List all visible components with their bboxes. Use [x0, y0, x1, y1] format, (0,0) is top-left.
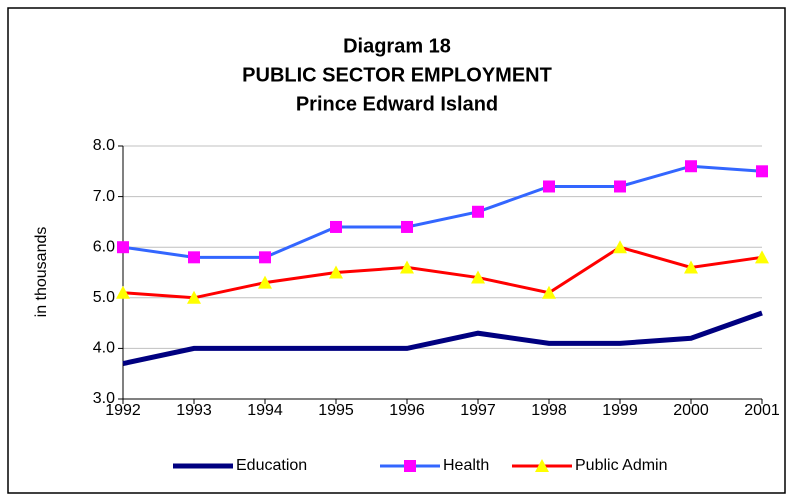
data-marker — [685, 160, 697, 173]
legend-label: Education — [236, 457, 307, 474]
data-marker — [400, 260, 414, 274]
legend-label: Public Admin — [575, 457, 668, 474]
y-tick-label: 4.0 — [93, 340, 115, 357]
data-marker — [116, 285, 130, 299]
chart-title: Prince Edward Island — [296, 93, 498, 115]
data-marker — [472, 205, 484, 218]
x-tick-label: 1995 — [318, 402, 354, 419]
x-tick-label: 1992 — [105, 402, 141, 419]
x-tick-label: 1994 — [247, 402, 283, 419]
chart-title: Diagram 18 — [343, 35, 451, 57]
data-marker — [401, 220, 413, 233]
x-tick-label: 1998 — [531, 402, 567, 419]
data-marker — [330, 220, 342, 233]
data-marker — [117, 241, 129, 254]
data-marker — [756, 165, 768, 178]
legend-marker — [535, 459, 549, 472]
x-tick-label: 1996 — [389, 402, 425, 419]
data-marker — [188, 251, 200, 264]
data-marker — [187, 290, 201, 304]
y-axis-label: in thousands — [33, 227, 50, 318]
data-marker — [258, 275, 272, 289]
series-line — [122, 245, 763, 300]
data-marker — [543, 180, 555, 193]
x-tick-label: 2000 — [673, 402, 709, 419]
y-tick-label: 7.0 — [93, 188, 115, 205]
data-marker — [329, 265, 343, 279]
y-tick-label: 3.0 — [93, 390, 115, 407]
y-tick-label: 5.0 — [93, 289, 115, 306]
data-marker — [259, 251, 271, 264]
data-marker — [613, 240, 627, 254]
series-line — [122, 164, 763, 259]
x-tick-label: 1997 — [460, 402, 496, 419]
x-tick-label: 1993 — [176, 402, 212, 419]
x-tick-label: 1999 — [602, 402, 638, 419]
chart-title: PUBLIC SECTOR EMPLOYMENT — [242, 64, 552, 86]
legend-marker — [404, 460, 416, 472]
data-marker — [614, 180, 626, 193]
y-tick-label: 8.0 — [93, 137, 115, 154]
data-marker — [471, 270, 485, 284]
data-marker — [684, 260, 698, 274]
data-marker — [755, 250, 769, 264]
series-line — [122, 310, 763, 367]
y-tick-label: 6.0 — [93, 238, 115, 255]
legend-label: Health — [443, 457, 489, 474]
x-tick-label: 2001 — [744, 402, 780, 419]
data-marker — [542, 285, 556, 299]
